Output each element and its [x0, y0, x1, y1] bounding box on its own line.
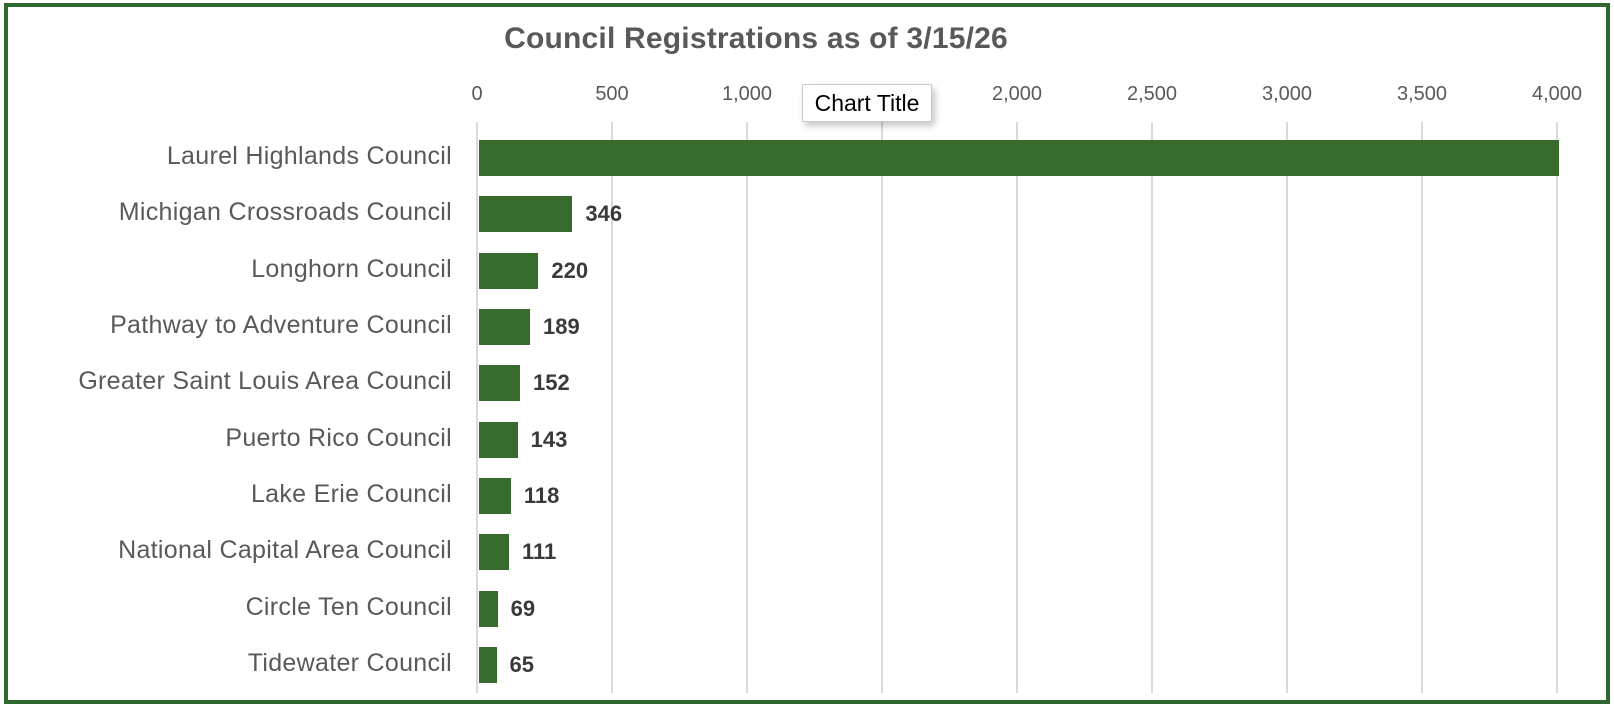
bar-pathway-to-adventure-council: [479, 309, 531, 346]
chart-title-overlay-box[interactable]: Chart Title: [802, 84, 932, 122]
category-label-national-capital-area-council: National Capital Area Council: [118, 536, 452, 565]
bar-lake-erie-council: [479, 477, 511, 514]
category-label-laurel-highlands-council: Laurel Highlands Council: [166, 142, 452, 171]
bar-value-label-longhorn-council: 220: [551, 257, 589, 283]
category-label-greater-saint-louis-area-council: Greater Saint Louis Area Council: [78, 367, 452, 396]
gridline-3000: [1286, 122, 1288, 693]
bar-value-label-circle-ten-council: 69: [510, 595, 536, 621]
bar-puerto-rico-council: [479, 421, 518, 458]
gridline-1500: [881, 122, 883, 693]
category-label-puerto-rico-council: Puerto Rico Council: [225, 423, 452, 452]
bar-value-label-lake-erie-council: 118: [523, 482, 560, 508]
bar-value-label-tidewater-council: 65: [509, 651, 535, 677]
bar-longhorn-council: [479, 252, 539, 289]
gridline-0: [476, 122, 478, 693]
x-tick-label-0: 0: [471, 83, 483, 105]
bar-national-capital-area-council: [479, 534, 509, 571]
gridline-1000: [746, 122, 748, 693]
x-tick-label-1000: 1,000: [721, 83, 773, 105]
bar-value-label-pathway-to-adventure-council: 189: [543, 314, 580, 340]
x-tick-label-2000: 2,000: [991, 83, 1043, 105]
bar-value-label-puerto-rico-council: 143: [530, 426, 568, 452]
category-label-tidewater-council: Tidewater Council: [247, 648, 452, 677]
bar-tidewater-council: [479, 646, 497, 683]
x-tick-label-3000: 3,000: [1261, 83, 1313, 105]
chart-title-overlay-text: Chart Title: [814, 89, 920, 116]
bar-greater-saint-louis-area-council: [479, 365, 521, 402]
category-label-circle-ten-council: Circle Ten Council: [245, 592, 452, 621]
bar-laurel-highlands-council: [479, 140, 1559, 177]
x-tick-label-4000: 4,000: [1531, 83, 1583, 105]
gridline-3500: [1421, 122, 1423, 693]
x-tick-label-500: 500: [595, 83, 629, 105]
bar-value-label-national-capital-area-council: 111: [521, 539, 557, 565]
x-tick-label-3500: 3,500: [1396, 83, 1448, 105]
gridline-4000: [1556, 122, 1558, 693]
category-label-lake-erie-council: Lake Erie Council: [250, 479, 452, 508]
gridline-2000: [1016, 122, 1018, 693]
category-label-longhorn-council: Longhorn Council: [251, 254, 452, 283]
bar-value-label-michigan-crossroads-council: 346: [585, 201, 623, 227]
bar-michigan-crossroads-council: [479, 196, 573, 233]
chart-main-title: Council Registrations as of 3/15/26: [504, 22, 1008, 55]
category-label-pathway-to-adventure-council: Pathway to Adventure Council: [110, 311, 452, 340]
category-label-michigan-crossroads-council: Michigan Crossroads Council: [118, 198, 452, 227]
gridline-500: [611, 122, 613, 693]
bar-circle-ten-council: [479, 590, 498, 627]
bar-value-label-greater-saint-louis-area-council: 152: [533, 370, 570, 396]
x-tick-label-2500: 2,500: [1126, 83, 1178, 105]
gridline-2500: [1151, 122, 1153, 693]
